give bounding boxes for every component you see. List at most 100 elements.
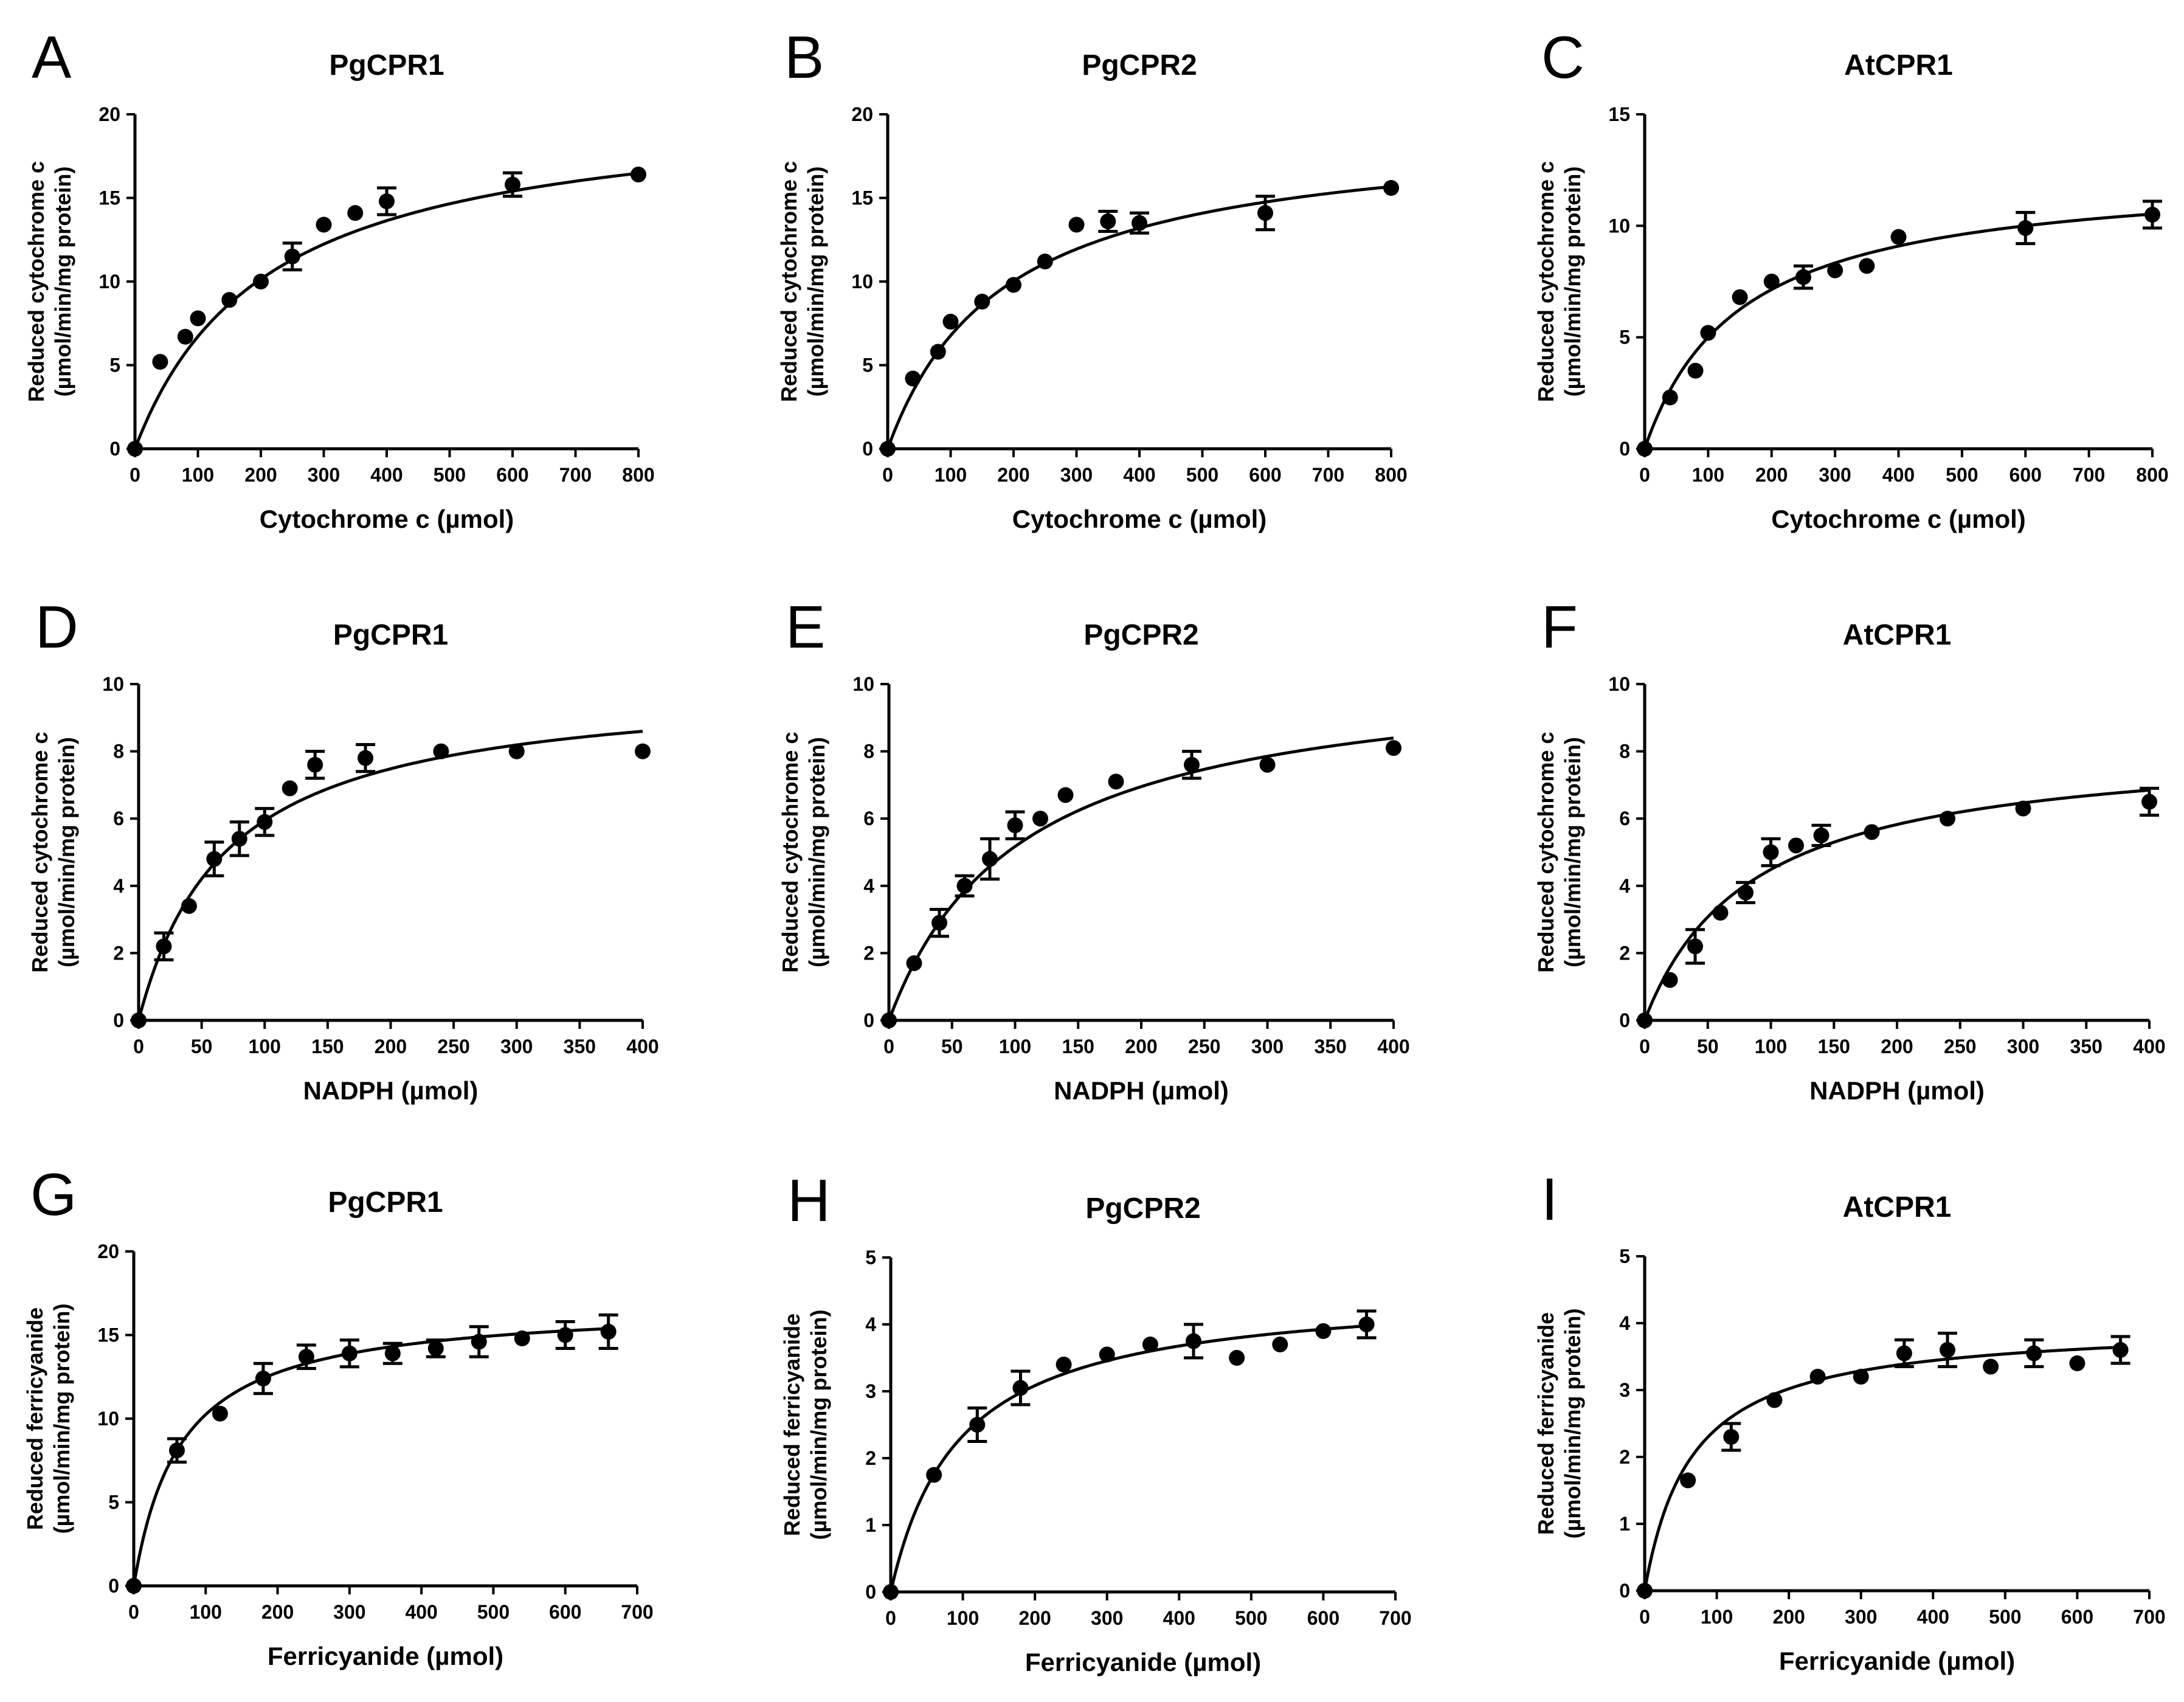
panel-letter: G <box>30 1161 77 1228</box>
data-point <box>1383 180 1399 196</box>
data-point <box>881 1012 897 1028</box>
y-tick-label: 0 <box>113 1009 124 1031</box>
y-tick-label: 4 <box>1619 1312 1630 1334</box>
panel-title: PgCPR1 <box>329 49 444 81</box>
x-axis-label: Cytochrome c (µmol) <box>1771 505 2026 533</box>
fit-curve <box>132 1327 609 1586</box>
x-tick-label: 700 <box>1312 464 1344 486</box>
data-point <box>298 1349 314 1365</box>
data-point <box>156 938 172 955</box>
data-point <box>880 441 896 457</box>
y-tick-label: 0 <box>1619 1009 1630 1031</box>
y-axis-label: Reduced cytochrome c(µmol/min/mg protein… <box>778 732 829 972</box>
y-axis-label: Reduced cytochrome c(µmol/min/mg protein… <box>1533 161 1585 402</box>
x-tick-label: 50 <box>941 1036 963 1057</box>
data-point <box>1700 325 1716 341</box>
x-tick-label: 400 <box>1163 1607 1195 1629</box>
x-tick-label: 150 <box>1062 1036 1094 1057</box>
y-axis-label-line1: Reduced cytochrome c <box>1533 161 1558 402</box>
x-tick-label: 600 <box>1249 464 1281 486</box>
panel-title: AtCPR1 <box>1843 1191 1952 1223</box>
x-tick-label: 250 <box>1944 1036 1976 1057</box>
data-point <box>379 193 395 209</box>
x-tick-label: 0 <box>130 464 140 486</box>
data-point <box>181 898 197 914</box>
x-tick-label: 200 <box>261 1601 294 1623</box>
panel-d: D PgCPR1 0 50 100 150 200 250 300 350 400 0 2 4 6 8 10 NA… <box>27 593 659 1105</box>
data-point <box>514 1330 530 1346</box>
x-tick-label: 300 <box>1251 1036 1284 1057</box>
x-tick-label: 350 <box>564 1036 596 1057</box>
x-tick-label: 50 <box>191 1036 213 1057</box>
data-point <box>942 314 959 330</box>
panel-e: E PgCPR2 0 50 100 150 200 250 300 350 400 0 2 4 6 8 10 NA… <box>778 593 1410 1105</box>
data-point <box>131 1012 147 1028</box>
x-tick-label: 500 <box>1235 1607 1267 1629</box>
x-tick-label: 300 <box>1845 1606 1877 1628</box>
data-point <box>212 1405 228 1422</box>
x-tick-label: 100 <box>935 464 967 486</box>
y-tick-label: 0 <box>862 438 873 460</box>
x-tick-label: 300 <box>2007 1036 2039 1057</box>
x-tick-label: 300 <box>308 464 340 486</box>
y-tick-label: 1 <box>1619 1513 1630 1535</box>
y-axis-label-line2: (µmol/min/mg protein) <box>50 167 75 397</box>
data-point <box>1358 1316 1375 1332</box>
data-point <box>1788 837 1804 854</box>
data-point <box>190 310 206 327</box>
data-point <box>2017 220 2034 236</box>
y-tick-label: 6 <box>1619 808 1630 829</box>
panel-i: I AtCPR1 0 100 200 300 400 500 600 700 0 1 2 3 4 5 Ferri… <box>1533 1166 2166 1675</box>
y-axis-label-line2: (µmol/min/mg protein) <box>806 1310 831 1540</box>
panel-letter: C <box>1541 24 1584 91</box>
data-point <box>1662 972 1678 988</box>
panel-letter: D <box>35 593 78 660</box>
panel-title: PgCPR1 <box>333 619 448 651</box>
data-point <box>433 743 449 759</box>
y-tick-label: 2 <box>865 1447 876 1469</box>
x-tick-label: 300 <box>1060 464 1093 486</box>
data-point <box>358 750 374 766</box>
panel-title: PgCPR1 <box>328 1186 443 1219</box>
x-tick-label: 500 <box>1186 464 1218 486</box>
y-tick-label: 4 <box>865 1313 876 1335</box>
x-tick-label: 50 <box>1697 1036 1719 1057</box>
data-point <box>1012 1380 1029 1396</box>
y-tick-label: 2 <box>1619 942 1630 964</box>
x-tick-label: 0 <box>128 1601 139 1623</box>
panel-title: PgCPR2 <box>1082 49 1197 81</box>
data-point <box>1315 1323 1332 1339</box>
panel-title: PgCPR2 <box>1085 1192 1200 1225</box>
data-point <box>1680 1472 1696 1489</box>
y-tick-label: 10 <box>852 673 874 695</box>
x-tick-label: 400 <box>1882 464 1915 486</box>
data-point <box>127 441 143 457</box>
fit-curve <box>1643 1345 2121 1591</box>
y-tick-label: 10 <box>97 1408 119 1430</box>
x-axis-label: Cytochrome c (µmol) <box>1012 505 1267 533</box>
y-tick-label: 4 <box>1619 875 1630 897</box>
data-point <box>1099 1346 1115 1363</box>
x-tick-label: 800 <box>2136 464 2168 486</box>
x-tick-label: 200 <box>1755 464 1788 486</box>
y-tick-label: 0 <box>108 1575 119 1597</box>
y-tick-label: 8 <box>1619 741 1630 763</box>
y-tick-label: 5 <box>1619 327 1630 348</box>
data-point <box>307 756 323 773</box>
y-tick-label: 2 <box>113 942 124 964</box>
y-tick-label: 10 <box>102 673 124 695</box>
panel-letter: I <box>1541 1166 1558 1233</box>
x-tick-label: 400 <box>405 1601 437 1623</box>
y-axis-label-line2: (µmol/min/mg protein) <box>1560 737 1585 967</box>
y-axis-label: Reduced cytochrome c(µmol/min/mg protein… <box>776 161 828 402</box>
x-tick-label: 200 <box>997 464 1029 486</box>
x-tick-label: 300 <box>500 1036 533 1057</box>
x-tick-label: 600 <box>549 1601 581 1623</box>
data-point <box>1712 905 1729 921</box>
x-tick-label: 600 <box>1307 1607 1339 1629</box>
x-tick-label: 100 <box>999 1036 1031 1057</box>
data-point <box>1859 258 1875 274</box>
x-tick-label: 250 <box>437 1036 469 1057</box>
panel-title: PgCPR2 <box>1083 619 1198 651</box>
y-tick-label: 0 <box>1619 438 1630 460</box>
